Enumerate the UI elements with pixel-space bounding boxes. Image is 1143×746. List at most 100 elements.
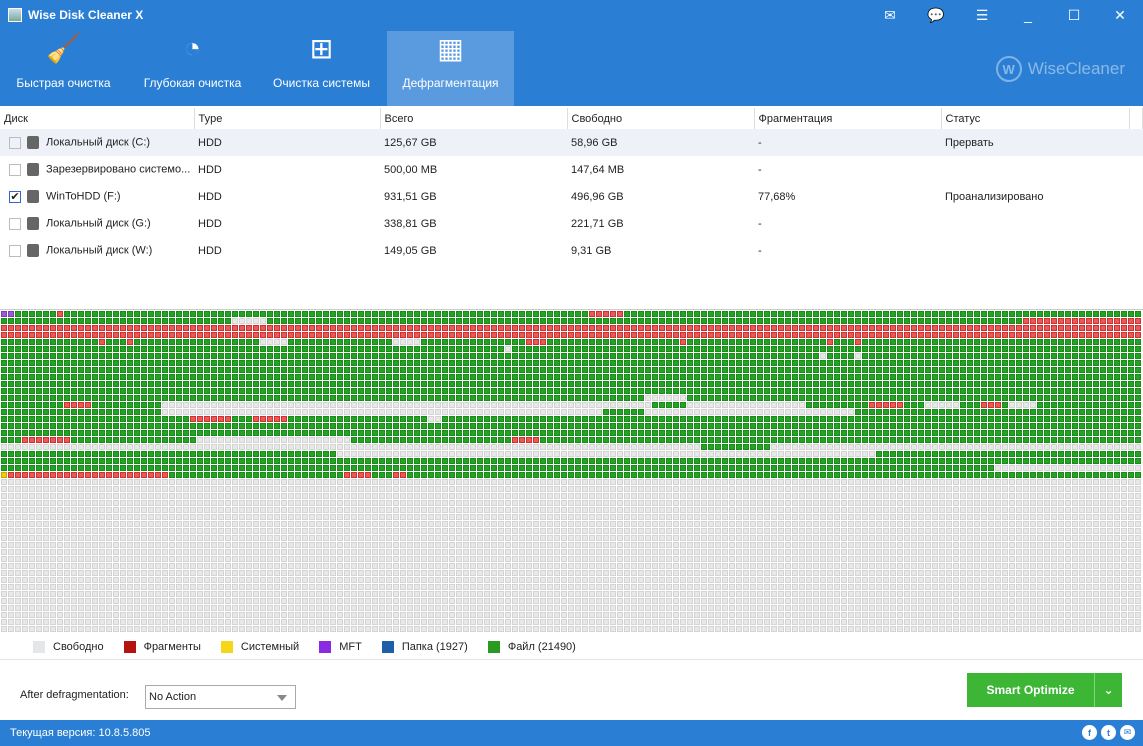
maximize-button[interactable]: ☐ <box>1051 0 1097 30</box>
table-row[interactable]: Зарезервировано системо... HDD 500,00 MB 14… <box>0 156 1143 183</box>
cluster-cell <box>407 353 413 359</box>
cluster-cell <box>659 458 665 464</box>
row-checkbox[interactable] <box>9 218 21 230</box>
menu-icon[interactable]: ☰ <box>959 0 1005 30</box>
cluster-cell <box>470 486 476 492</box>
tab-quick-clean[interactable]: 🧹 Быстрая очистка <box>0 31 127 106</box>
cluster-cell <box>568 360 574 366</box>
cluster-cell <box>127 325 133 331</box>
cluster-cell <box>960 367 966 373</box>
cluster-cell <box>29 339 35 345</box>
cluster-cell <box>617 430 623 436</box>
cluster-cell <box>400 325 406 331</box>
cluster-cell <box>78 381 84 387</box>
cluster-cell <box>71 472 77 478</box>
cluster-cell <box>351 395 357 401</box>
cluster-cell <box>267 311 273 317</box>
cluster-cell <box>722 430 728 436</box>
cluster-cell <box>575 479 581 485</box>
row-checkbox[interactable] <box>9 245 21 257</box>
cluster-cell <box>827 416 833 422</box>
tab-system-clean[interactable]: ⊞ Очистка системы <box>258 31 385 106</box>
cluster-cell <box>1093 472 1099 478</box>
cluster-cell <box>918 416 924 422</box>
cluster-cell <box>421 409 427 415</box>
tab-deep-clean[interactable]: ◔ Глубокая очистка <box>129 31 256 106</box>
cluster-cell <box>883 479 889 485</box>
row-checkbox[interactable] <box>9 164 21 176</box>
feedback-icon[interactable]: 💬 <box>913 0 959 30</box>
cluster-cell <box>617 451 623 457</box>
cluster-cell <box>988 395 994 401</box>
col-type[interactable]: Type <box>194 108 380 129</box>
table-row[interactable]: ✔ WinToHDD (F:) HDD 931,51 GB 496,96 GB 77,68… <box>0 183 1143 210</box>
cluster-cell <box>631 374 637 380</box>
cluster-cell <box>435 381 441 387</box>
cluster-cell <box>610 458 616 464</box>
cluster-cell <box>645 318 651 324</box>
cluster-cell <box>288 339 294 345</box>
cluster-cell <box>225 332 231 338</box>
cluster-cell <box>344 472 350 478</box>
cluster-cell <box>981 479 987 485</box>
cluster-cell <box>932 479 938 485</box>
col-total[interactable]: Всего <box>380 108 567 129</box>
col-free[interactable]: Свободно <box>567 108 754 129</box>
cluster-cell <box>582 311 588 317</box>
cluster-cell <box>1128 458 1134 464</box>
cluster-cell <box>988 381 994 387</box>
cluster-cell <box>799 346 805 352</box>
cluster-cell <box>568 339 574 345</box>
row-checkbox[interactable] <box>9 137 21 149</box>
cluster-cell <box>351 416 357 422</box>
table-row[interactable]: Локальный диск (G:) HDD 338,81 GB 221,71 GB… <box>0 210 1143 237</box>
close-button[interactable]: ✕ <box>1097 0 1143 30</box>
cluster-cell <box>435 472 441 478</box>
table-row[interactable]: Локальный диск (C:) HDD 125,67 GB 58,96 GB -… <box>0 129 1143 156</box>
cluster-cell <box>841 374 847 380</box>
col-status[interactable]: Статус <box>941 108 1129 129</box>
cluster-cell <box>1002 332 1008 338</box>
row-checkbox[interactable]: ✔ <box>9 191 21 203</box>
cluster-cell <box>253 416 259 422</box>
cluster-cell <box>393 374 399 380</box>
cluster-cell <box>967 311 973 317</box>
cluster-cell <box>645 346 651 352</box>
cluster-cell <box>141 402 147 408</box>
cluster-cell <box>834 451 840 457</box>
disk-table: Диск Type Всего Свободно Фрагментация Ст… <box>0 108 1143 264</box>
tab-defrag[interactable]: ▦ Дефрагментация <box>387 31 514 106</box>
cluster-cell <box>78 409 84 415</box>
cluster-cell <box>15 353 21 359</box>
cluster-cell <box>589 437 595 443</box>
cluster-cell <box>22 311 28 317</box>
cluster-cell <box>813 423 819 429</box>
cluster-cell <box>547 360 553 366</box>
cluster-cell <box>820 381 826 387</box>
cluster-cell <box>57 409 63 415</box>
minimize-button[interactable]: _ <box>1005 0 1051 30</box>
cluster-cell <box>372 451 378 457</box>
mail-icon[interactable]: ✉ <box>867 0 913 30</box>
col-frag[interactable]: Фрагментация <box>754 108 941 129</box>
cluster-cell <box>295 416 301 422</box>
cluster-cell <box>806 346 812 352</box>
cluster-cell <box>799 381 805 387</box>
cell-frag: - <box>754 237 941 264</box>
cluster-cell <box>414 353 420 359</box>
col-disk[interactable]: Диск <box>0 108 194 129</box>
table-row[interactable]: Локальный диск (W:) HDD 149,05 GB 9,31 GB - <box>0 237 1143 264</box>
cluster-cell <box>526 493 532 499</box>
cluster-cell <box>631 402 637 408</box>
cluster-cell <box>589 332 595 338</box>
cluster-cell <box>169 472 175 478</box>
cluster-cell <box>666 458 672 464</box>
cluster-cell <box>1079 416 1085 422</box>
cluster-cell <box>946 381 952 387</box>
cluster-cell <box>218 416 224 422</box>
cluster-cell <box>414 409 420 415</box>
cluster-cell <box>694 325 700 331</box>
cluster-cell <box>540 465 546 471</box>
cluster-cell <box>799 451 805 457</box>
cluster-cell <box>988 311 994 317</box>
